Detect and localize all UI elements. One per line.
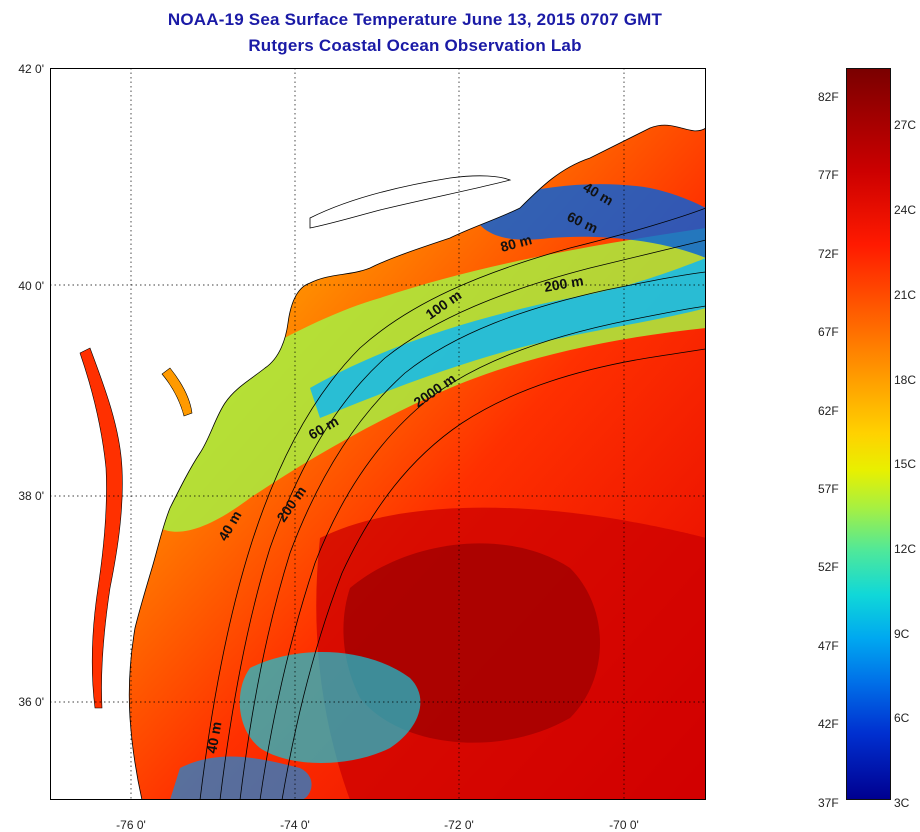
lat-label-36: 36 0'	[18, 695, 44, 709]
colorbar-label-42f: 42F	[818, 717, 839, 731]
bathymetry-contours	[199, 207, 706, 800]
contour-label-40m-south: 40 m	[203, 720, 224, 754]
map-frame	[50, 68, 706, 800]
lat-label-42: 42 0'	[18, 62, 44, 76]
cold-shelf-band	[310, 258, 706, 418]
colorbar-label-9c: 9C	[894, 627, 910, 641]
cold-shelf-patches	[470, 184, 706, 258]
graticule	[50, 68, 706, 800]
colorbar-label-37f: 37F	[818, 796, 839, 810]
colorbar-label-77f: 77F	[818, 168, 839, 182]
colorbar-label-57f: 57F	[818, 482, 839, 496]
cold-band-southwest	[170, 756, 312, 800]
cold-eddy-south	[239, 651, 421, 763]
colorbar-label-15c: 15C	[894, 457, 917, 471]
colorbar-label-52f: 52F	[818, 560, 839, 574]
lon-label-72: -72 0'	[444, 818, 474, 832]
map-subtitle: Rutgers Coastal Ocean Observation Lab	[248, 36, 582, 55]
lat-label-40: 40 0'	[18, 279, 44, 293]
colorbar-label-67f: 67F	[818, 325, 839, 339]
colorbar-label-27c: 27C	[894, 118, 917, 132]
temperature-colorbar	[846, 68, 891, 800]
long-island	[309, 175, 512, 229]
land-mass	[50, 68, 706, 800]
lon-label-70: -70 0'	[609, 818, 639, 832]
colorbar-label-12c: 12C	[894, 542, 917, 556]
lat-label-38: 38 0'	[18, 489, 44, 503]
colorbar-label-62f: 62F	[818, 404, 839, 418]
colorbar-label-6c: 6C	[894, 711, 910, 725]
colorbar-label-72f: 72F	[818, 247, 839, 261]
colorbar-label-21c: 21C	[894, 288, 917, 302]
colorbar-label-3c: 3C	[894, 796, 910, 810]
colorbar-label-82f: 82F	[818, 90, 839, 104]
map-title: NOAA-19 Sea Surface Temperature June 13,…	[167, 10, 663, 29]
contour-label-80m: 80 m	[499, 231, 534, 255]
colorbar-label-47f: 47F	[818, 639, 839, 653]
chesapeake-bay	[79, 347, 123, 709]
colorbar-label-18c: 18C	[894, 373, 917, 387]
colorbar-label-24c: 24C	[894, 203, 917, 217]
lon-label-76: -76 0'	[116, 818, 146, 832]
delaware-bay	[161, 367, 193, 417]
sst-map: 40 m 60 m 80 m 200 m 100 m 2000 m 60 m 2…	[50, 68, 706, 800]
lon-label-74: -74 0'	[280, 818, 310, 832]
contour-label-200m-northeast: 200 m	[543, 272, 585, 295]
